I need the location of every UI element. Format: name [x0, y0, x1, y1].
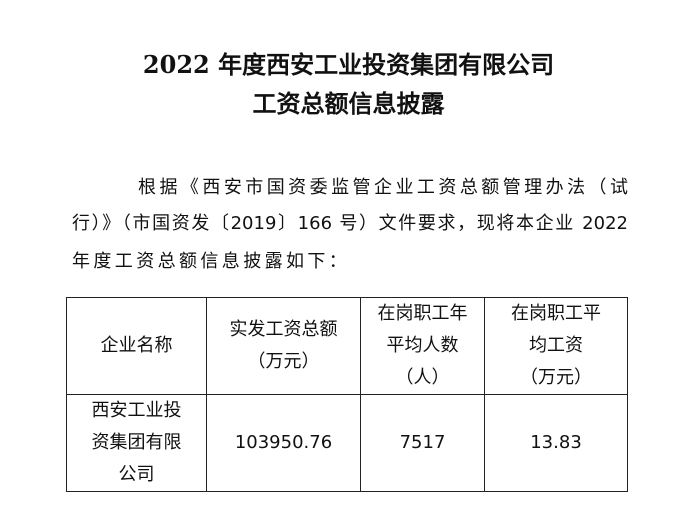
cell-avg-wage: 13.83: [484, 394, 628, 492]
wage-table: 企业名称 实发工资总额 （万元） 在岗职工年平均人数 （人） 在岗职工平均工资 （万元…: [66, 297, 628, 492]
cell-total-wages: 103950.76: [206, 394, 361, 492]
table-row: 西安工业投资集团有限公司 103950.76 7517 13.83: [66, 394, 628, 492]
paragraph-line-3: 年度工资总额信息披露如下：: [72, 251, 351, 272]
cell-text: 公司: [118, 464, 155, 485]
cell-text: 资集团有限: [91, 432, 182, 453]
cell-avg-staff: 7517: [360, 394, 485, 492]
paragraph-line-1: 根据《西安市国资委监管企业工资总额管理办法（试: [138, 177, 628, 198]
header-text: （万元）: [247, 351, 320, 372]
header-total-wages: 实发工资总额 （万元）: [206, 297, 361, 395]
page-subtitle: 工资总额信息披露: [252, 89, 445, 118]
header-company: 企业名称: [66, 297, 207, 395]
header-text: 平均人数: [386, 335, 459, 356]
table-header-row: 企业名称 实发工资总额 （万元） 在岗职工年平均人数 （人） 在岗职工平均工资 （万元…: [66, 297, 628, 395]
page-title: 2022 年度西安工业投资集团有限公司: [142, 50, 555, 79]
header-text: 均工资: [529, 335, 583, 356]
header-text: 在岗职工平: [511, 303, 601, 324]
header-text: 在岗职工年: [377, 303, 468, 324]
header-text: （万元）: [520, 367, 592, 388]
header-text: 企业名称: [100, 335, 173, 356]
cell-text: 西安工业投: [91, 400, 182, 421]
header-avg-staff: 在岗职工年平均人数 （人）: [360, 297, 485, 395]
header-text: 实发工资总额: [229, 319, 338, 340]
paragraph-line-2: 行）》（市国资发〔2019〕166 号）文件要求，现将本企业 2022: [72, 213, 628, 234]
header-avg-wage: 在岗职工平均工资 （万元）: [484, 297, 628, 395]
cell-company: 西安工业投资集团有限公司: [66, 394, 207, 492]
header-text: （人）: [395, 367, 450, 388]
